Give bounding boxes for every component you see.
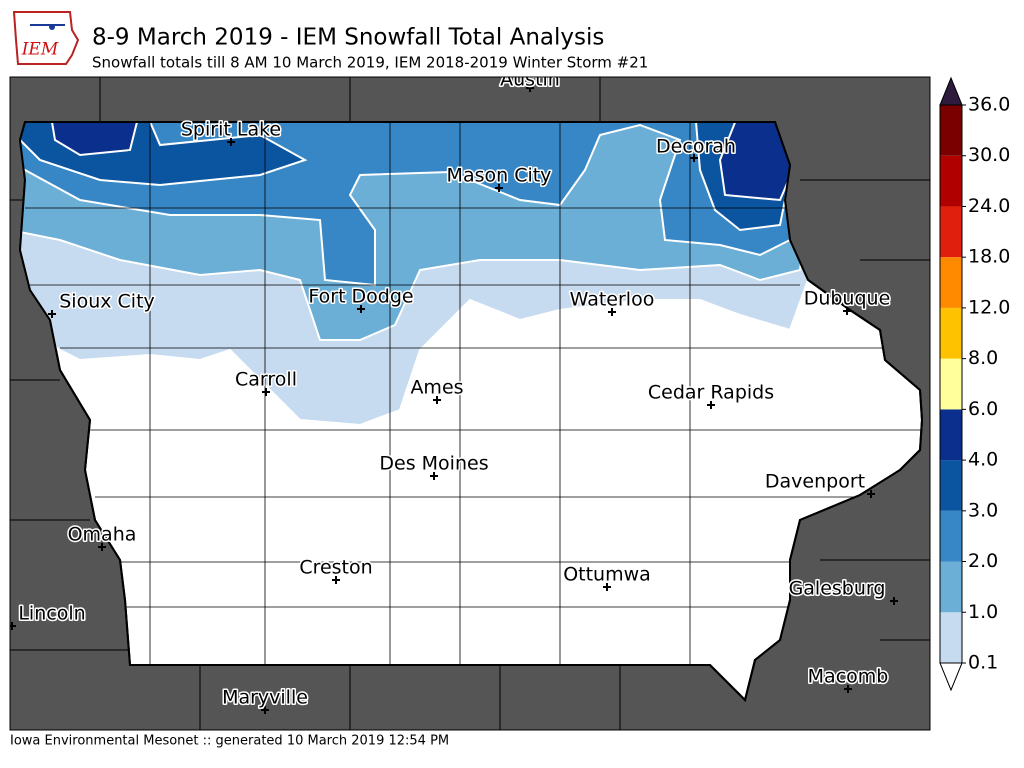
city-label: Macomb bbox=[808, 666, 889, 688]
city-label: Omaha bbox=[68, 524, 137, 546]
colorbar-segment bbox=[940, 409, 962, 461]
city-marker bbox=[495, 184, 503, 192]
colorbar-tick-label: 2.0 bbox=[968, 550, 998, 572]
colorbar-segment bbox=[940, 612, 962, 663]
city-marker bbox=[332, 576, 340, 584]
city-label: Fort Dodge bbox=[308, 286, 413, 308]
subtitle: Snowfall totals till 8 AM 10 March 2019,… bbox=[92, 54, 648, 72]
city-label: Davenport bbox=[765, 471, 865, 493]
colorbar-segment bbox=[940, 358, 962, 410]
footer: Iowa Environmental Mesonet :: generated … bbox=[10, 734, 449, 749]
city-label: Carroll bbox=[235, 369, 297, 391]
city-marker bbox=[890, 597, 898, 605]
colorbar-tick-label: 8.0 bbox=[968, 347, 998, 369]
colorbar-tick-label: 24.0 bbox=[968, 195, 1010, 217]
city-label: Lincoln bbox=[18, 603, 85, 625]
colorbar-tick-label: 1.0 bbox=[968, 601, 998, 623]
city-marker bbox=[843, 307, 851, 315]
colorbar-segment bbox=[940, 257, 962, 308]
city-label: Ames bbox=[410, 377, 463, 399]
city-marker bbox=[227, 138, 235, 146]
city-label: Mason City bbox=[447, 165, 552, 187]
colorbar-segment bbox=[940, 206, 962, 258]
city-marker bbox=[608, 308, 616, 316]
colorbar-tick-label: 3.0 bbox=[968, 499, 998, 521]
colorbar-segment bbox=[940, 510, 962, 562]
city-marker bbox=[707, 401, 715, 409]
logo-text: IEM bbox=[21, 40, 59, 60]
city-marker bbox=[261, 706, 269, 714]
colorbar-tick-label: 0.1 bbox=[968, 652, 998, 674]
city-marker bbox=[603, 583, 611, 591]
city-label: Austin bbox=[500, 69, 560, 91]
city-marker bbox=[10, 622, 16, 630]
city-marker bbox=[430, 472, 438, 480]
city-label: Maryville bbox=[222, 687, 308, 709]
city-label: Dubuque bbox=[804, 288, 891, 310]
colorbar-tick-label: 18.0 bbox=[968, 246, 1010, 268]
colorbar-tick-label: 12.0 bbox=[968, 296, 1010, 318]
city-label: Galesburg bbox=[789, 578, 886, 600]
colorbar-segment bbox=[940, 561, 962, 613]
city-label: Creston bbox=[299, 557, 372, 579]
city-marker bbox=[48, 310, 56, 318]
city-marker bbox=[357, 305, 365, 313]
city-label: Cedar Rapids bbox=[648, 382, 774, 404]
city-marker bbox=[690, 154, 698, 162]
city-label: Decorah bbox=[656, 136, 736, 158]
city-marker bbox=[98, 543, 106, 551]
city-marker bbox=[433, 396, 441, 404]
city-marker bbox=[526, 84, 534, 92]
colorbar-tick-label: 30.0 bbox=[968, 144, 1010, 166]
city-label: Des Moines bbox=[379, 453, 488, 475]
map: Austin Spirit Lake Decorah Mason City Sioux … bbox=[10, 69, 930, 730]
colorbar: 0.1 1.0 2.0 3.0 4.0 6.0 8.0 12.0 18.0 24.0 30.0 36.… bbox=[939, 76, 1010, 692]
title: 8-9 March 2019 - IEM Snowfall Total Anal… bbox=[92, 25, 604, 51]
city-marker bbox=[262, 388, 270, 396]
city-marker bbox=[844, 685, 852, 693]
colorbar-tick-label: 6.0 bbox=[968, 398, 998, 420]
map-frame bbox=[9, 76, 931, 731]
city-layer: Austin Spirit Lake Decorah Mason City Sioux … bbox=[10, 69, 898, 714]
colorbar-tick-label: 4.0 bbox=[968, 449, 998, 471]
colorbar-segment bbox=[940, 155, 962, 207]
city-label: Waterloo bbox=[570, 289, 655, 311]
colorbar-segment bbox=[940, 105, 962, 156]
city-label: Sioux City bbox=[59, 291, 155, 313]
city-label: Ottumwa bbox=[563, 564, 651, 586]
colorbar-frame bbox=[939, 104, 963, 664]
logo: IEM bbox=[12, 11, 80, 65]
colorbar-segment bbox=[940, 307, 962, 359]
colorbar-tick-label: 36.0 bbox=[968, 94, 1010, 116]
colorbar-segment bbox=[940, 460, 962, 511]
city-label: Spirit Lake bbox=[181, 119, 281, 141]
city-marker bbox=[867, 490, 875, 498]
